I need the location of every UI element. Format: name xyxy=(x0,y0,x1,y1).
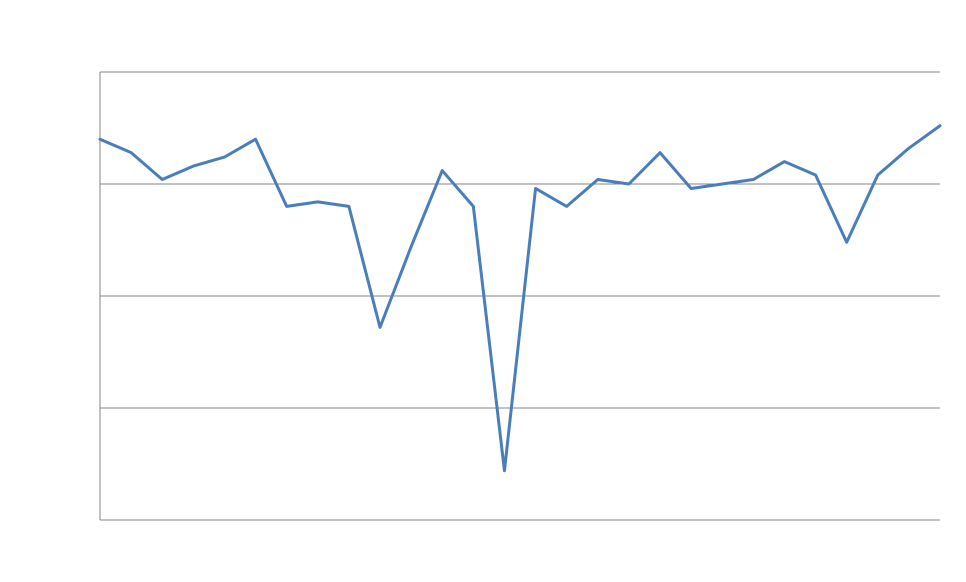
chart-svg xyxy=(0,0,966,582)
line-chart xyxy=(0,0,966,582)
